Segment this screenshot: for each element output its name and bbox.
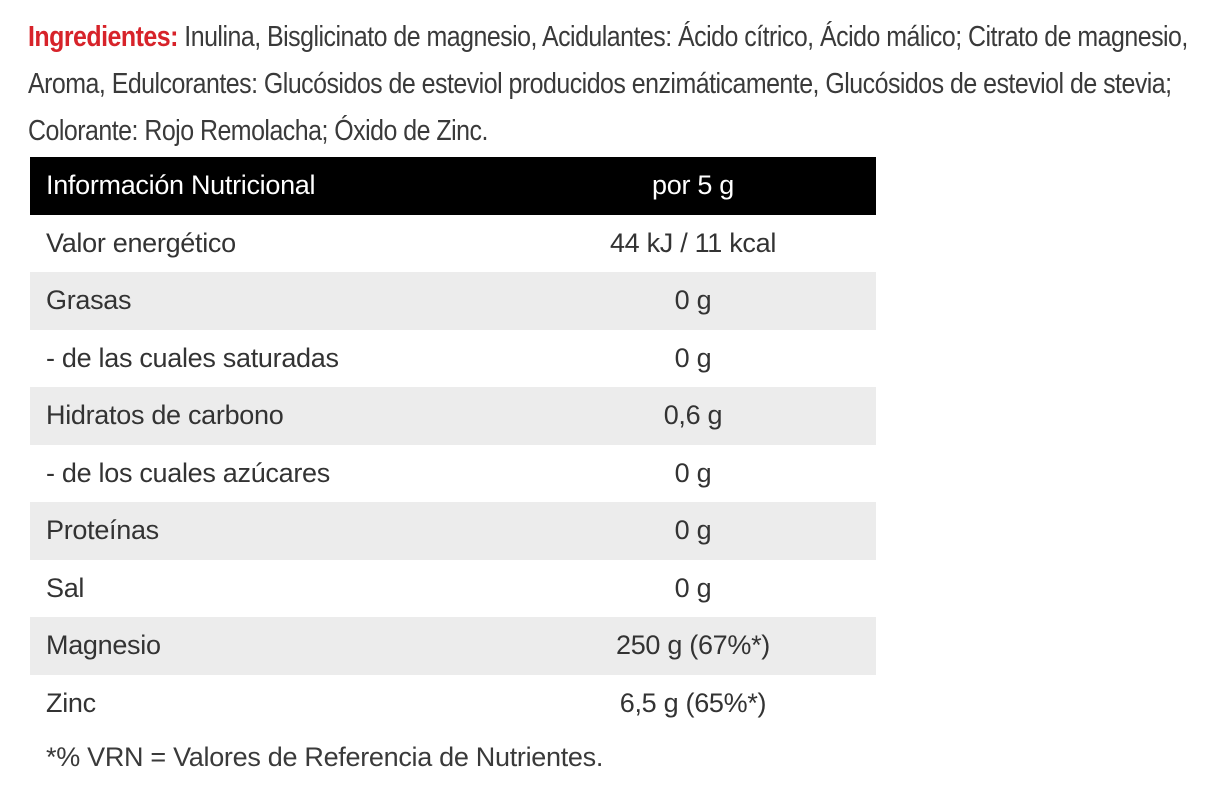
row-value: 0 g (674, 285, 712, 316)
header-name: Información Nutricional (46, 170, 316, 201)
row-name: Valor energético (46, 227, 236, 258)
row-value: 6,5 g (65%*) (619, 687, 767, 718)
row-value: 0 g (674, 457, 712, 488)
table-row: Valor energético 44 kJ / 11 kcal (30, 215, 876, 273)
table-row: Proteínas 0 g (30, 502, 876, 560)
row-name: - de los cuales azúcares (46, 457, 330, 488)
row-name: Grasas (46, 285, 132, 316)
ingredients-label: Ingredientes: (28, 21, 178, 53)
table-row: Hidratos de carbono 0,6 g (30, 387, 876, 445)
ingredients-text: Inulina, Bisglicinato de magnesio, Acidu… (28, 21, 1188, 147)
row-name: Zinc (46, 687, 96, 718)
row-value: 44 kJ / 11 kcal (609, 227, 777, 258)
ingredients-paragraph: Ingredientes: Inulina, Bisglicinato de m… (28, 14, 1223, 155)
row-name: Magnesio (46, 630, 161, 661)
table-row: - de las cuales saturadas 0 g (30, 330, 876, 388)
table-header-row: Información Nutricional por 5 g (30, 157, 876, 215)
row-name: Hidratos de carbono (46, 400, 284, 431)
row-value: 0 g (674, 342, 712, 373)
table-row: Grasas 0 g (30, 272, 876, 330)
header-value: por 5 g (652, 170, 734, 201)
row-value: 0,6 g (663, 400, 723, 431)
row-name: Sal (46, 572, 85, 603)
row-name: Proteínas (46, 515, 159, 546)
table-row: - de los cuales azúcares 0 g (30, 445, 876, 503)
nutrition-table: Información Nutricional por 5 g Valor en… (30, 157, 876, 732)
footnote: *% VRN = Valores de Referencia de Nutrie… (46, 742, 604, 772)
table-row: Zinc 6,5 g (65%*) (30, 675, 876, 733)
row-name: - de las cuales saturadas (46, 342, 339, 373)
row-value: 250 g (67%*) (616, 630, 770, 661)
table-row: Sal 0 g (30, 560, 876, 618)
row-value: 0 g (674, 515, 712, 546)
table-row: Magnesio 250 g (67%*) (30, 617, 876, 675)
row-value: 0 g (674, 572, 712, 603)
